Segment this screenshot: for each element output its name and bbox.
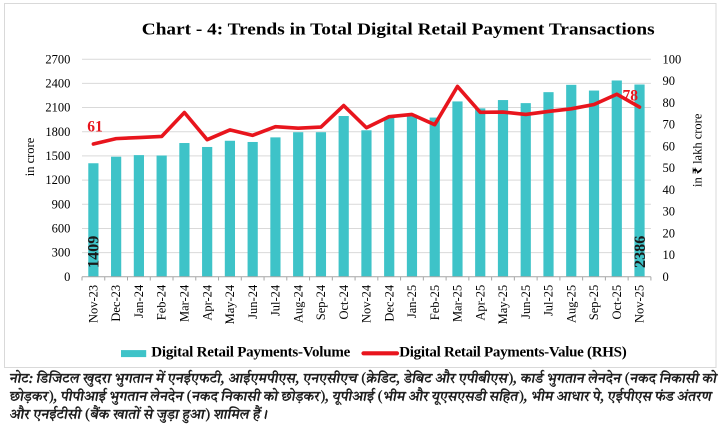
svg-text:Sep-25: Sep-25 — [587, 285, 601, 320]
svg-text:40: 40 — [663, 183, 676, 197]
svg-text:Oct-25: Oct-25 — [610, 285, 624, 320]
svg-text:2400: 2400 — [45, 76, 70, 90]
svg-text:Feb-25: Feb-25 — [428, 285, 442, 320]
svg-text:78: 78 — [623, 88, 639, 105]
svg-text:70: 70 — [663, 118, 676, 132]
svg-text:Jan-24: Jan-24 — [132, 284, 146, 318]
svg-text:Digital Retail Payments-Volume: Digital Retail Payments-Volume — [151, 345, 350, 361]
svg-text:May-25: May-25 — [496, 285, 510, 325]
svg-text:Sep-24: Sep-24 — [314, 284, 328, 320]
svg-text:1200: 1200 — [45, 173, 70, 187]
svg-text:May-24: May-24 — [223, 284, 237, 324]
svg-text:2700: 2700 — [45, 52, 70, 66]
svg-text:Jul-25: Jul-25 — [542, 285, 556, 316]
svg-text:Mar-24: Mar-24 — [178, 284, 192, 322]
svg-text:Jun-25: Jun-25 — [519, 285, 533, 319]
svg-text:100: 100 — [663, 52, 682, 66]
svg-text:0: 0 — [663, 270, 669, 284]
svg-text:1409: 1409 — [85, 236, 103, 268]
svg-text:Nov-25: Nov-25 — [633, 285, 647, 323]
svg-text:300: 300 — [52, 246, 71, 260]
svg-text:61: 61 — [87, 118, 103, 135]
svg-text:Dec-23: Dec-23 — [109, 285, 123, 322]
svg-text:Aug-25: Aug-25 — [564, 285, 578, 323]
svg-text:in: in — [691, 177, 705, 187]
svg-text:Apr-24: Apr-24 — [200, 284, 214, 321]
svg-text:Apr-25: Apr-25 — [473, 285, 487, 321]
svg-text:90: 90 — [663, 74, 676, 88]
svg-text:30: 30 — [663, 205, 676, 219]
svg-text:10: 10 — [663, 248, 676, 262]
svg-text:50: 50 — [663, 161, 676, 175]
svg-text:in crore: in crore — [23, 137, 37, 176]
svg-text:80: 80 — [663, 96, 676, 110]
svg-text:Nov-24: Nov-24 — [360, 284, 374, 323]
svg-text:60: 60 — [663, 139, 676, 153]
svg-text:lakh crore: lakh crore — [691, 113, 705, 164]
svg-text:Feb-24: Feb-24 — [155, 284, 169, 320]
svg-text:Dec-24: Dec-24 — [382, 284, 396, 322]
svg-text:0: 0 — [64, 270, 70, 284]
svg-text:Jul-24: Jul-24 — [269, 284, 283, 316]
svg-text:Aug-24: Aug-24 — [291, 284, 305, 323]
svg-text:20: 20 — [663, 226, 676, 240]
svg-text:1800: 1800 — [45, 125, 70, 139]
svg-text:600: 600 — [52, 222, 71, 236]
svg-text:2386: 2386 — [631, 236, 649, 268]
svg-text:Mar-25: Mar-25 — [451, 285, 465, 322]
svg-text:Nov-23: Nov-23 — [86, 285, 100, 323]
svg-text:Oct-24: Oct-24 — [337, 284, 351, 319]
svg-text:Digital Retail Payments-Value: Digital Retail Payments-Value (RHS) — [399, 345, 627, 361]
svg-text:Jun-24: Jun-24 — [246, 284, 260, 319]
svg-text:Chart - 4: Trends in Total Dig: Chart - 4: Trends in Total Digital Retai… — [142, 20, 655, 39]
svg-text:1500: 1500 — [45, 149, 70, 163]
svg-text:900: 900 — [52, 197, 71, 211]
svg-text:Jan-25: Jan-25 — [405, 285, 419, 318]
svg-text:2100: 2100 — [45, 101, 70, 115]
